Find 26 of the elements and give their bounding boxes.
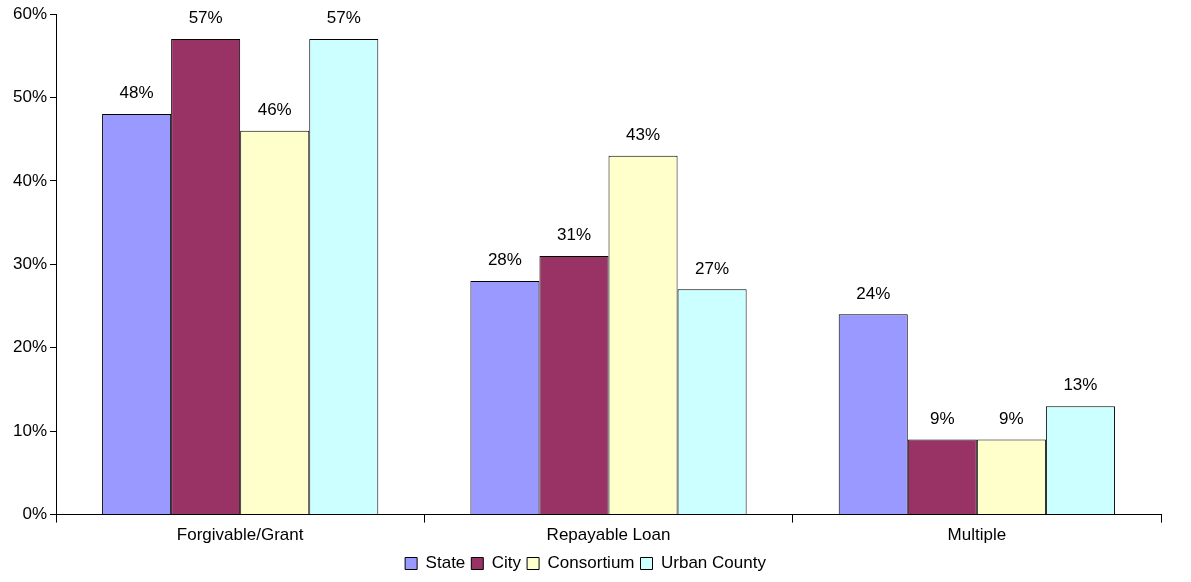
data-label: 31% bbox=[556, 225, 591, 245]
data-label: 9% bbox=[999, 408, 1024, 428]
x-tick-label: Multiple bbox=[947, 525, 1007, 545]
data-label: 57% bbox=[188, 8, 223, 28]
data-label: 46% bbox=[257, 99, 292, 119]
legend-label: State bbox=[425, 553, 466, 573]
y-tick-label: 40% bbox=[12, 170, 48, 190]
legend-label: Urban County bbox=[661, 553, 767, 573]
legend-label: Consortium bbox=[547, 553, 635, 573]
data-label: 28% bbox=[487, 250, 522, 270]
y-tick-label: 30% bbox=[12, 253, 48, 273]
data-label: 57% bbox=[326, 8, 361, 28]
data-label: 43% bbox=[626, 125, 661, 145]
y-tick-label: 20% bbox=[12, 337, 48, 357]
data-label: 48% bbox=[119, 83, 154, 103]
y-tick-label: 10% bbox=[12, 420, 48, 440]
legend-label: City bbox=[491, 553, 522, 573]
x-tick-label: Forgivable/Grant bbox=[176, 525, 304, 545]
y-tick-label: 60% bbox=[12, 3, 48, 23]
y-tick-label: 0% bbox=[22, 504, 48, 524]
y-tick-label: 50% bbox=[12, 87, 48, 107]
data-label: 27% bbox=[695, 258, 730, 278]
data-label: 9% bbox=[930, 408, 955, 428]
x-tick-label: Repayable Loan bbox=[546, 525, 671, 545]
data-label: 13% bbox=[1063, 375, 1098, 395]
data-label: 24% bbox=[856, 283, 891, 303]
